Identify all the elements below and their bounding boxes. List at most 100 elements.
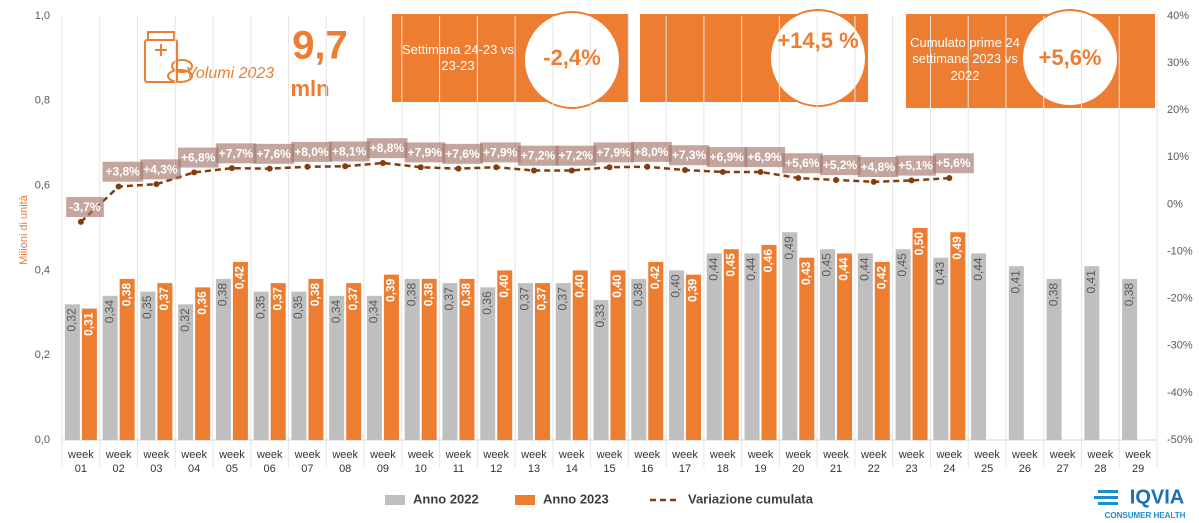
- bar: [837, 253, 853, 440]
- y-tick-label: 0,0: [35, 434, 50, 446]
- line-label-bg: [404, 142, 446, 163]
- kpi-value: +5,6%: [1038, 45, 1102, 70]
- bar-value-label: 0,32: [178, 308, 192, 332]
- line-label-bg: [102, 161, 144, 182]
- bar-value-label: 0,38: [421, 283, 435, 307]
- bar-value-label: 0,39: [384, 278, 398, 302]
- kpi-value: +14,5 %: [777, 28, 859, 53]
- x-tick-label: week 13: [521, 449, 547, 476]
- bar: [555, 283, 571, 440]
- y2-tick-label: -10%: [1167, 245, 1193, 257]
- line-value-label: +8,1%: [332, 144, 367, 158]
- bar-value-label: 0,45: [820, 253, 834, 277]
- bar-value-label: 0,35: [140, 295, 154, 319]
- x-tick-label: week 08: [332, 449, 359, 476]
- bar: [820, 249, 836, 440]
- bar: [480, 287, 496, 440]
- line-value-label: +5,1%: [898, 159, 933, 173]
- bar-value-label: 0,41: [1084, 270, 1098, 294]
- bar-value-label: 0,37: [270, 287, 284, 311]
- bar-value-label: 0,33: [593, 304, 607, 328]
- line-label-bg: [744, 147, 786, 168]
- line-label-bg: [291, 141, 332, 162]
- bar: [610, 270, 626, 440]
- legend-swatch: [515, 495, 535, 505]
- bar-value-label: 0,38: [308, 283, 322, 307]
- x-tick-label: week 12: [483, 449, 510, 476]
- bar: [912, 228, 928, 440]
- bar-value-label: 0,40: [497, 274, 511, 298]
- bar: [253, 291, 269, 440]
- line-label: +8,0%: [291, 141, 332, 162]
- line-label-bg: [140, 159, 181, 180]
- bar-value-label: 0,39: [686, 278, 700, 302]
- x-tick-label: week 20: [785, 449, 812, 476]
- x-tick-label: week 27: [1049, 449, 1076, 476]
- bar-value-label: 0,32: [65, 308, 79, 332]
- line-label: +5,6%: [782, 153, 823, 174]
- line-label: +7,6%: [442, 143, 483, 164]
- bar: [1046, 278, 1062, 440]
- line-label-bg: [555, 145, 597, 166]
- line-label: -3,7%: [66, 197, 104, 218]
- line-marker: [719, 168, 726, 175]
- line-label-bg: [66, 197, 104, 218]
- line-label-bg: [706, 147, 748, 168]
- bar: [706, 253, 722, 440]
- x-tick-label: week 14: [558, 449, 585, 476]
- y2-tick-label: 30%: [1167, 57, 1189, 69]
- line-value-label: +6,9%: [747, 150, 782, 164]
- line-marker: [153, 181, 160, 188]
- line-label: +5,2%: [819, 155, 861, 176]
- bar: [308, 278, 324, 440]
- bar: [102, 295, 118, 440]
- bar: [782, 232, 798, 440]
- bar: [195, 287, 211, 440]
- x-tick-label: week 16: [634, 449, 661, 476]
- y2-tick-label: -50%: [1167, 434, 1193, 446]
- line-label: +7,2%: [517, 145, 559, 166]
- line-marker: [908, 177, 915, 184]
- y2-tick-label: -40%: [1167, 387, 1193, 399]
- line-marker: [304, 163, 311, 170]
- line-value-label: +7,3%: [672, 148, 707, 162]
- line-marker: [568, 167, 575, 174]
- line-marker: [795, 175, 802, 182]
- bar: [383, 274, 399, 440]
- legend-label: Variazione cumulata: [688, 491, 814, 506]
- x-tick-label: week 22: [860, 449, 887, 476]
- x-tick-label: week 04: [181, 449, 207, 476]
- line-label-bg: [177, 147, 219, 168]
- line: [80, 161, 950, 223]
- y-axis-label: Milioni di unità: [18, 194, 30, 265]
- bar-value-label: 0,44: [744, 257, 758, 281]
- bar: [329, 295, 345, 440]
- line-marker: [530, 167, 537, 174]
- line-label: +4,8%: [857, 157, 899, 178]
- line-label-bg: [933, 153, 974, 174]
- bar: [669, 270, 685, 440]
- bar: [64, 304, 80, 440]
- bar-value-label: 0,38: [119, 283, 133, 307]
- line-label-bg: [819, 155, 861, 176]
- bar-value-label: 0,44: [857, 257, 871, 281]
- line-label-bg: [593, 142, 635, 163]
- line-value-label: +3,8%: [105, 165, 140, 179]
- bar-value-label: 0,41: [1009, 270, 1023, 294]
- line-label-bg: [668, 145, 710, 166]
- line-label-bg: [329, 141, 370, 162]
- logo-name: IQVIA: [1130, 486, 1184, 508]
- legend-swatch: [385, 495, 405, 505]
- line-marker: [77, 218, 84, 225]
- line-label: +8,8%: [366, 138, 408, 159]
- kpi-circle: [769, 9, 867, 107]
- line-value-label: +7,9%: [408, 145, 443, 159]
- pill-icon: [144, 31, 193, 83]
- bar-value-label: 0,38: [216, 283, 230, 307]
- line-label: +7,7%: [215, 143, 257, 164]
- kpi-label: Cumulato prime 24 settimane 2023 vs 2022: [910, 35, 1020, 83]
- bar-value-label: 0,40: [572, 274, 586, 298]
- line-marker: [833, 176, 840, 183]
- bar: [140, 291, 156, 440]
